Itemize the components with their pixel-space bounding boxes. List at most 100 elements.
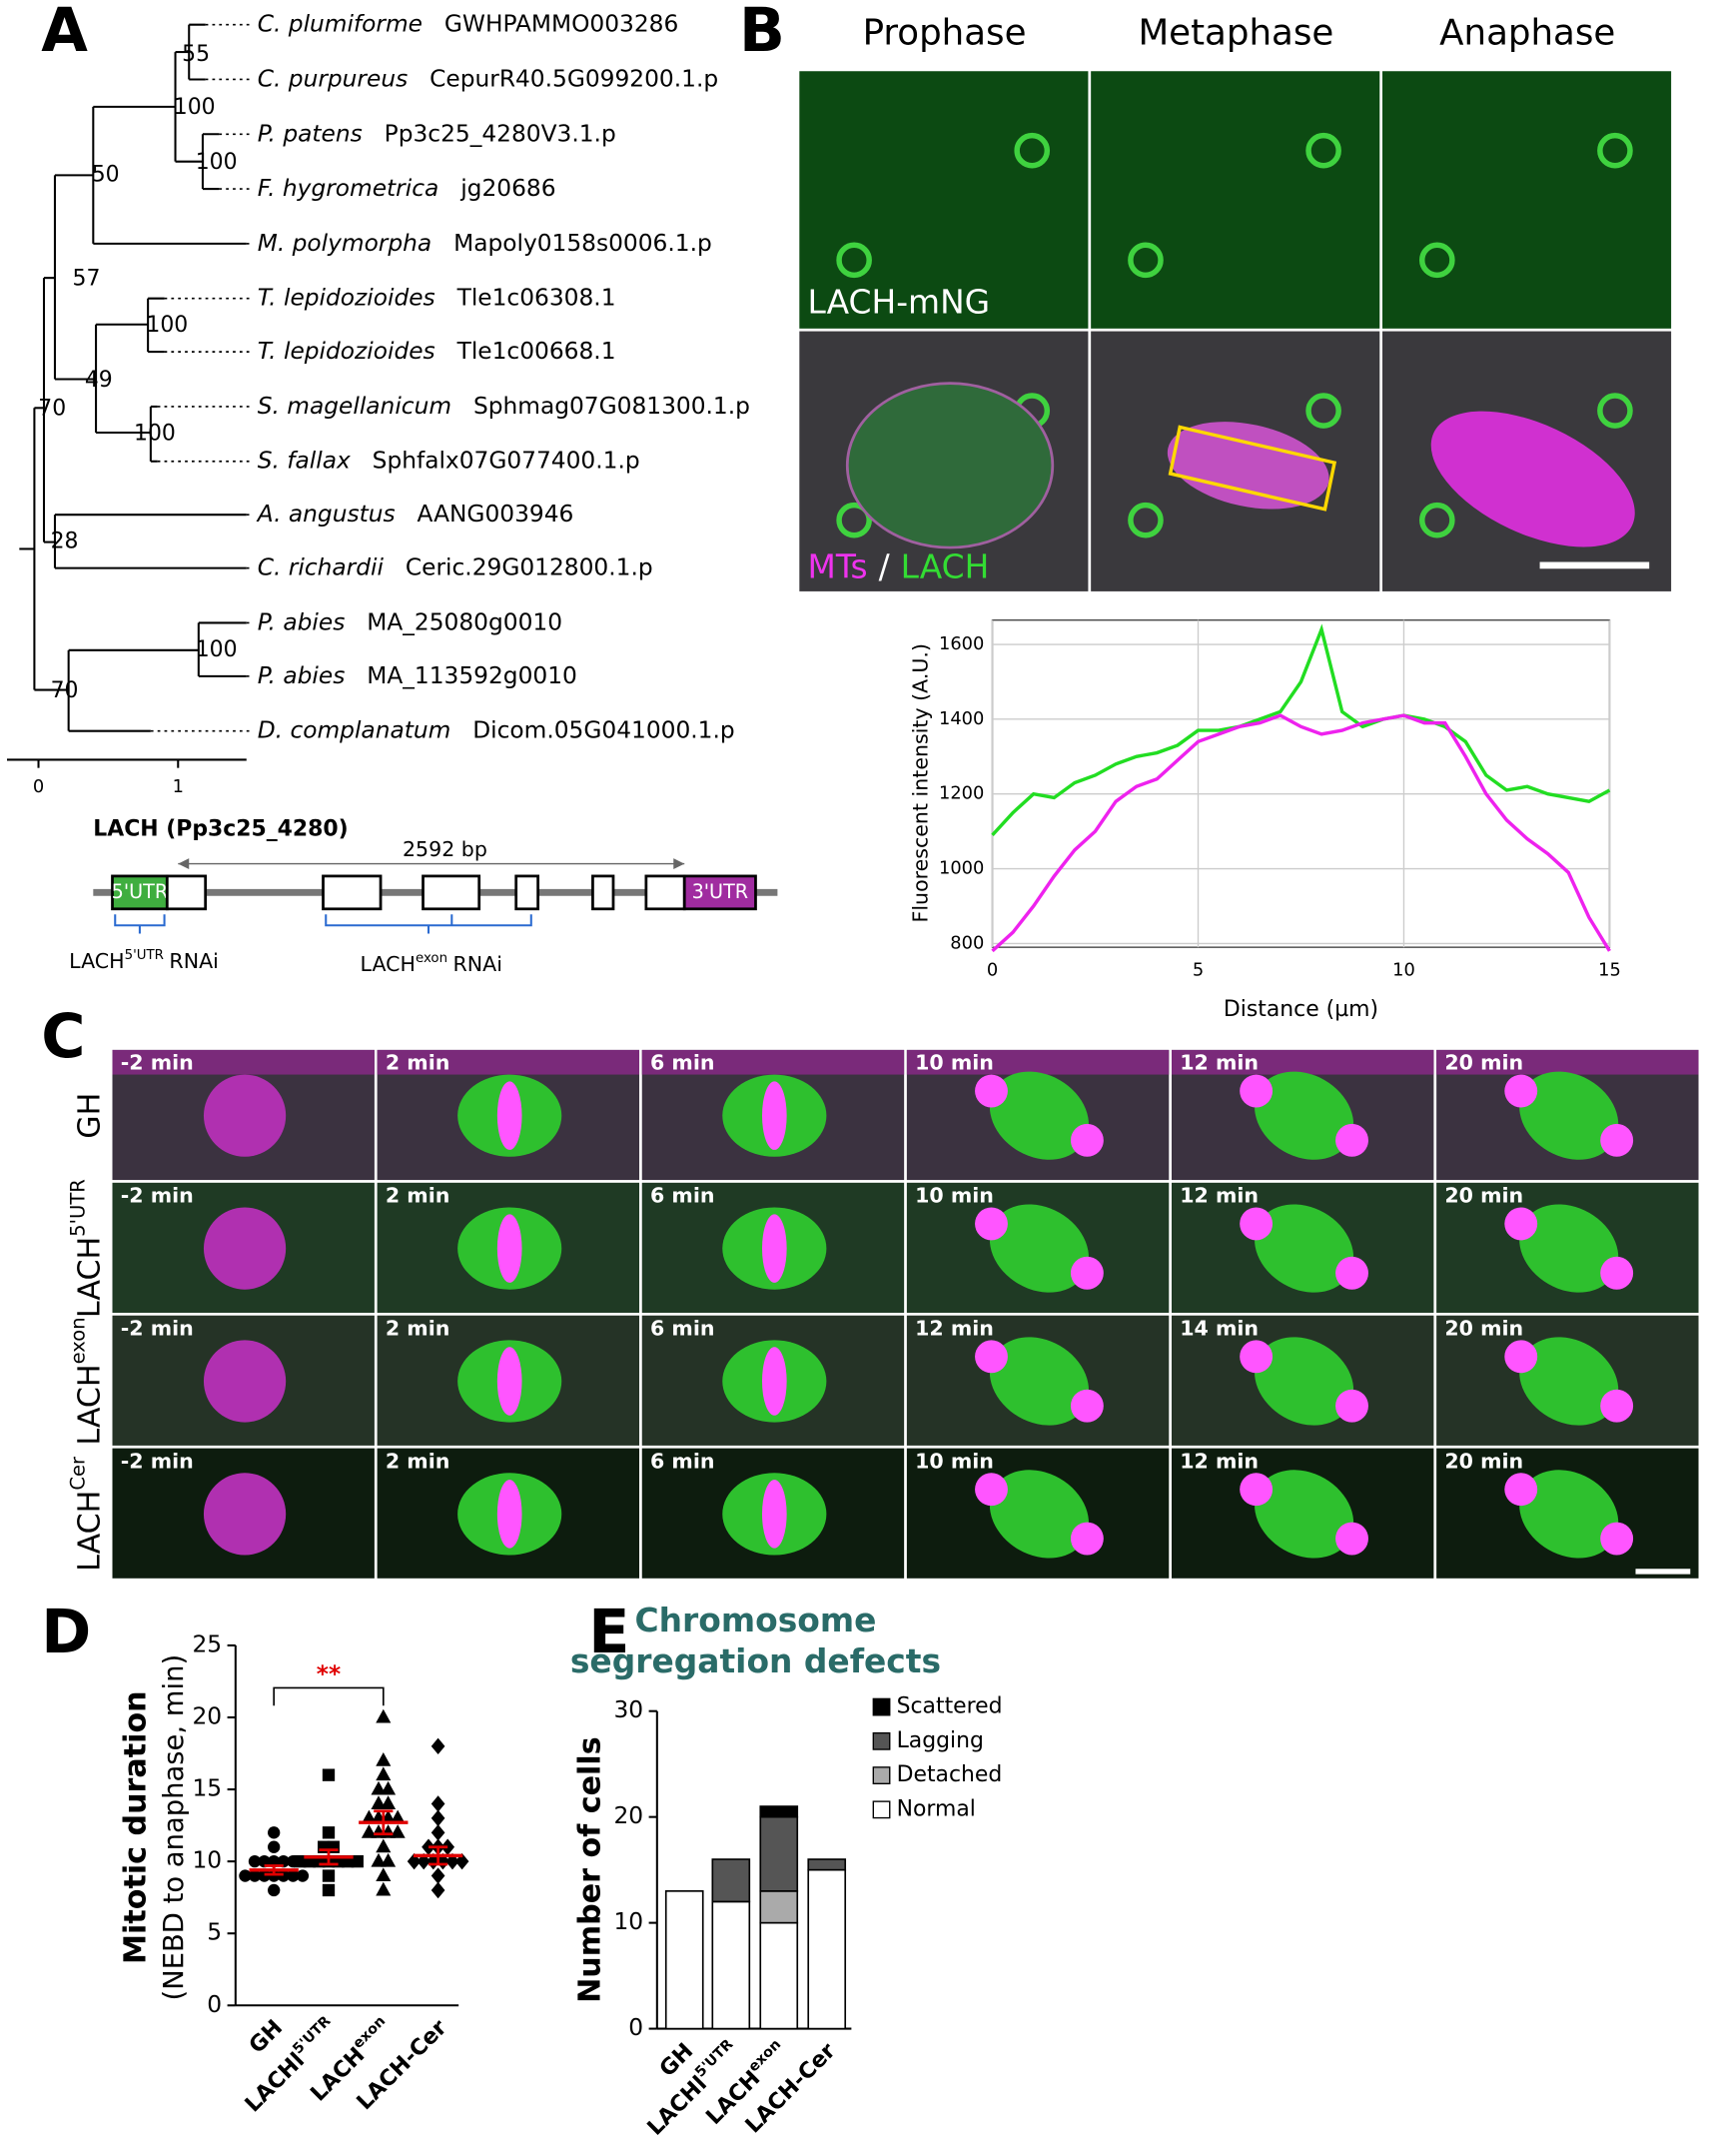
leaf-label-part: M. polymorpha bbox=[258, 229, 431, 256]
spindle bbox=[989, 1204, 1089, 1293]
significance-label: ** bbox=[317, 1661, 341, 1688]
bar-segment bbox=[759, 1815, 799, 1892]
point bbox=[248, 1854, 262, 1868]
y-tick-label: 25 bbox=[192, 1630, 222, 1657]
leaf-label: S. magellanicum Sphmag07G081300.1.p bbox=[258, 392, 750, 419]
time-label: 20 min bbox=[1444, 1184, 1523, 1208]
row-label-part: LACH bbox=[72, 1491, 107, 1572]
spindle bbox=[1255, 1337, 1354, 1426]
row-label-part: LACH bbox=[72, 1237, 107, 1318]
leaf-label: F. hygrometrica jg20686 bbox=[258, 175, 556, 202]
leaf-label-part: Dicom.05G041000.1.p bbox=[472, 716, 734, 743]
row-label: LACHexon bbox=[67, 1317, 107, 1445]
x-tick-label-part: exon bbox=[746, 2036, 785, 2075]
intensity-line bbox=[991, 623, 1611, 837]
bar-segment bbox=[759, 1921, 799, 2030]
time-label: -2 min bbox=[121, 1316, 194, 1340]
point bbox=[361, 1824, 377, 1838]
leaf-label: T. lepidozioides Tle1c00668.1 bbox=[258, 338, 616, 365]
bar-segment bbox=[711, 1858, 751, 1903]
time-label: 10 min bbox=[915, 1051, 994, 1075]
y-tick-label: 1400 bbox=[939, 708, 984, 729]
time-label: 12 min bbox=[1180, 1051, 1259, 1075]
leaf-label-part: Pp3c25_4280V3.1.p bbox=[385, 120, 616, 147]
bootstrap-value: 49 bbox=[85, 368, 113, 393]
legend-swatch bbox=[872, 1766, 891, 1785]
leaf-label-part: Sphfalx07G077400.1.p bbox=[373, 447, 640, 474]
legend-label: Scattered bbox=[897, 1694, 1003, 1719]
x-tick-label: GH bbox=[245, 2015, 288, 2058]
leaf-label-part: C. richardii bbox=[258, 553, 385, 580]
point bbox=[376, 1752, 392, 1766]
chromosomes bbox=[1240, 1074, 1274, 1108]
bar-segment bbox=[759, 1805, 799, 1818]
point bbox=[351, 1854, 364, 1868]
chromosomes bbox=[1504, 1074, 1538, 1108]
chromosomes bbox=[1600, 1123, 1634, 1157]
leaf-label-part: Sphmag07G081300.1.p bbox=[473, 392, 750, 419]
chromosomes bbox=[1335, 1389, 1368, 1423]
rnai-label-part: LACH bbox=[361, 952, 416, 976]
point bbox=[268, 1840, 281, 1853]
x-tick-label-part: GH bbox=[245, 2015, 288, 2058]
leaf-label-part: A. angustus bbox=[256, 501, 396, 528]
lach-ring bbox=[1305, 393, 1341, 429]
bootstrap-value: 100 bbox=[134, 421, 176, 446]
time-label: 10 min bbox=[915, 1449, 994, 1473]
leaf-label-part: C. purpureus bbox=[258, 65, 408, 92]
point bbox=[381, 1780, 397, 1795]
row-label-part: 5'UTR bbox=[67, 1179, 90, 1237]
band bbox=[1172, 1049, 1434, 1075]
y-tick-label: 20 bbox=[192, 1703, 222, 1730]
y-tick-label: 10 bbox=[192, 1847, 222, 1874]
bootstrap-value: 100 bbox=[174, 95, 216, 120]
y-tick-label: 0 bbox=[207, 1991, 222, 2018]
leaf-label-part: S. magellanicum bbox=[258, 392, 451, 419]
row-label: LACHCer bbox=[67, 1456, 107, 1572]
point bbox=[268, 1883, 281, 1897]
row-label-part: GH bbox=[72, 1093, 107, 1139]
leaf-label: P. abies MA_113592g0010 bbox=[258, 661, 577, 688]
bootstrap-value: 100 bbox=[146, 313, 188, 338]
row-label-part: LACH bbox=[901, 546, 990, 585]
point bbox=[376, 1838, 392, 1853]
leaf-label-part: P. abies bbox=[258, 661, 346, 688]
spindle bbox=[1255, 1470, 1354, 1559]
row-label-part: Cer bbox=[67, 1456, 90, 1491]
leaf-label-part: D. complanatum bbox=[258, 716, 451, 743]
point bbox=[371, 1795, 387, 1809]
leaf-label: T. lepidozioides Tle1c06308.1 bbox=[258, 284, 616, 311]
point bbox=[322, 1883, 336, 1897]
y-tick-label: 5 bbox=[207, 1919, 222, 1946]
y-tick-label: 10 bbox=[614, 1908, 644, 1935]
chromosomes bbox=[1600, 1389, 1634, 1423]
spindle bbox=[1255, 1071, 1354, 1160]
leaf-label-part: MA_113592g0010 bbox=[367, 661, 577, 688]
row-label: GH bbox=[72, 1093, 107, 1139]
time-label: -2 min bbox=[121, 1184, 194, 1208]
time-label: 20 min bbox=[1444, 1316, 1523, 1340]
time-label: -2 min bbox=[121, 1449, 194, 1473]
chromosomes bbox=[1335, 1123, 1368, 1157]
chart-title: segregation defects bbox=[570, 1641, 941, 1680]
leaf-label: P. abies MA_25080g0010 bbox=[258, 608, 562, 635]
time-label: 6 min bbox=[650, 1051, 715, 1075]
chromosomes bbox=[975, 1340, 1008, 1374]
column-header: Anaphase bbox=[1439, 12, 1615, 53]
spindle bbox=[989, 1337, 1089, 1426]
band bbox=[112, 1049, 375, 1075]
band bbox=[377, 1049, 640, 1075]
time-label: 20 min bbox=[1444, 1051, 1523, 1075]
point bbox=[294, 1854, 307, 1868]
x-tick-label-part: exon bbox=[351, 2013, 390, 2052]
leaf-label-part: Tle1c06308.1 bbox=[456, 284, 616, 311]
time-label: 12 min bbox=[915, 1316, 994, 1340]
spindle bbox=[989, 1071, 1089, 1160]
band bbox=[1436, 1049, 1699, 1075]
row-label-part: / bbox=[879, 546, 891, 585]
spindle bbox=[1167, 422, 1329, 510]
leaf-label: M. polymorpha Mapoly0158s0006.1.p bbox=[258, 229, 712, 256]
leaf-label: S. fallax Sphfalx07G077400.1.p bbox=[258, 447, 640, 474]
x-tick-label: 0 bbox=[987, 959, 998, 980]
bar-segment bbox=[664, 1890, 704, 2030]
